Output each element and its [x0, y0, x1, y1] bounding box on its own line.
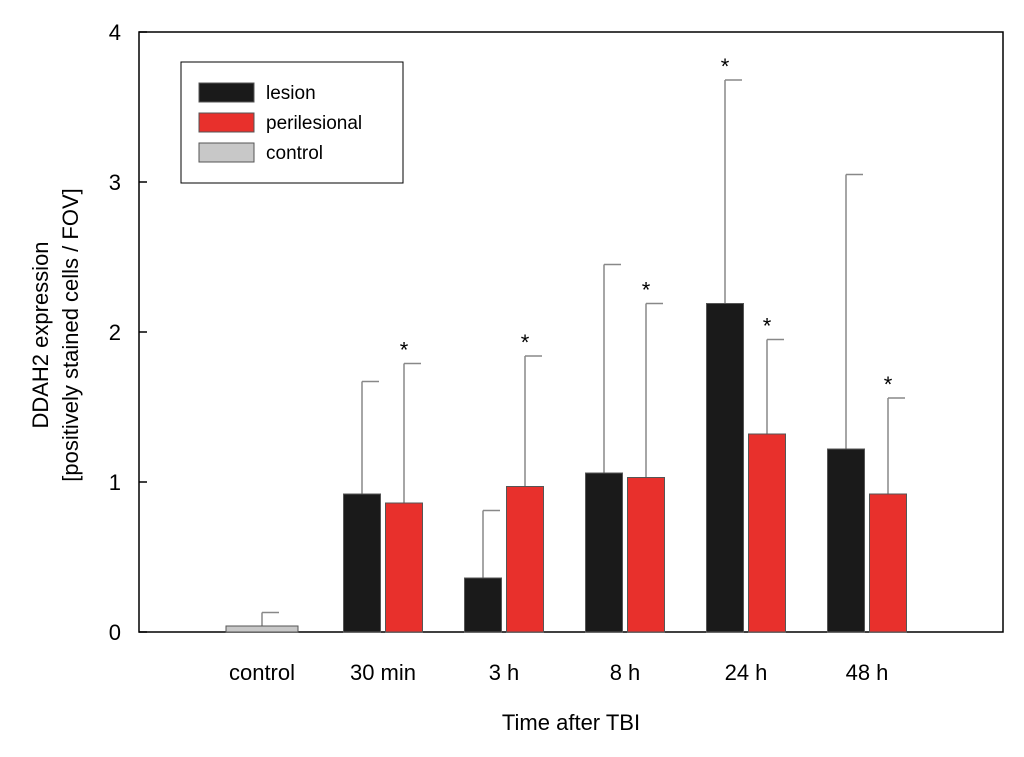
legend-label-perilesional: perilesional — [266, 113, 362, 134]
bar-lesion — [343, 493, 381, 633]
y-tick-label: 4 — [109, 20, 121, 45]
bar-lesion — [585, 472, 623, 633]
bar-perilesional — [385, 502, 423, 633]
y-axis-title-line2: [positively stained cells / FOV] — [58, 188, 83, 481]
bar-perilesional — [506, 486, 544, 633]
x-tick-label: 48 h — [846, 660, 889, 685]
bar-perilesional — [627, 477, 665, 633]
significance-marker: * — [884, 372, 893, 397]
x-axis-tick-labels: control 30 min 3 h 8 h 24 h 48 h — [229, 660, 888, 685]
significance-marker: * — [721, 54, 730, 79]
y-tick-label: 3 — [109, 170, 121, 195]
y-axis-title-line1: DDAH2 expression — [28, 241, 53, 428]
significance-marker: * — [642, 278, 651, 303]
x-tick-label: 8 h — [610, 660, 641, 685]
x-axis-title: Time after TBI — [502, 710, 640, 735]
x-tick-label: 24 h — [725, 660, 768, 685]
legend: lesion perilesional control — [180, 61, 404, 184]
bar-perilesional — [748, 433, 786, 633]
y-tick-label: 2 — [109, 320, 121, 345]
significance-marker: * — [400, 338, 409, 363]
legend-swatch-control — [198, 142, 255, 163]
bars — [225, 303, 907, 633]
significance-marker: * — [763, 314, 772, 339]
error-bars — [261, 79, 905, 626]
bar-lesion — [827, 448, 865, 633]
bar-control — [225, 625, 299, 633]
significance-marker: * — [521, 330, 530, 355]
legend-swatch-lesion — [198, 82, 255, 103]
x-tick-label: control — [229, 660, 295, 685]
legend-label-control: control — [266, 143, 323, 164]
significance-markers: * * * * * * — [400, 54, 893, 397]
x-tick-label: 30 min — [350, 660, 416, 685]
bar-lesion — [464, 577, 502, 633]
bar-perilesional — [869, 493, 907, 633]
y-tick-label: 0 — [109, 620, 121, 645]
y-axis-ticks: 0 1 2 3 4 — [109, 20, 147, 645]
y-tick-label: 1 — [109, 470, 121, 495]
legend-label-lesion: lesion — [266, 83, 316, 104]
x-tick-label: 3 h — [489, 660, 520, 685]
legend-swatch-perilesional — [198, 112, 255, 133]
bar-lesion — [706, 303, 744, 633]
